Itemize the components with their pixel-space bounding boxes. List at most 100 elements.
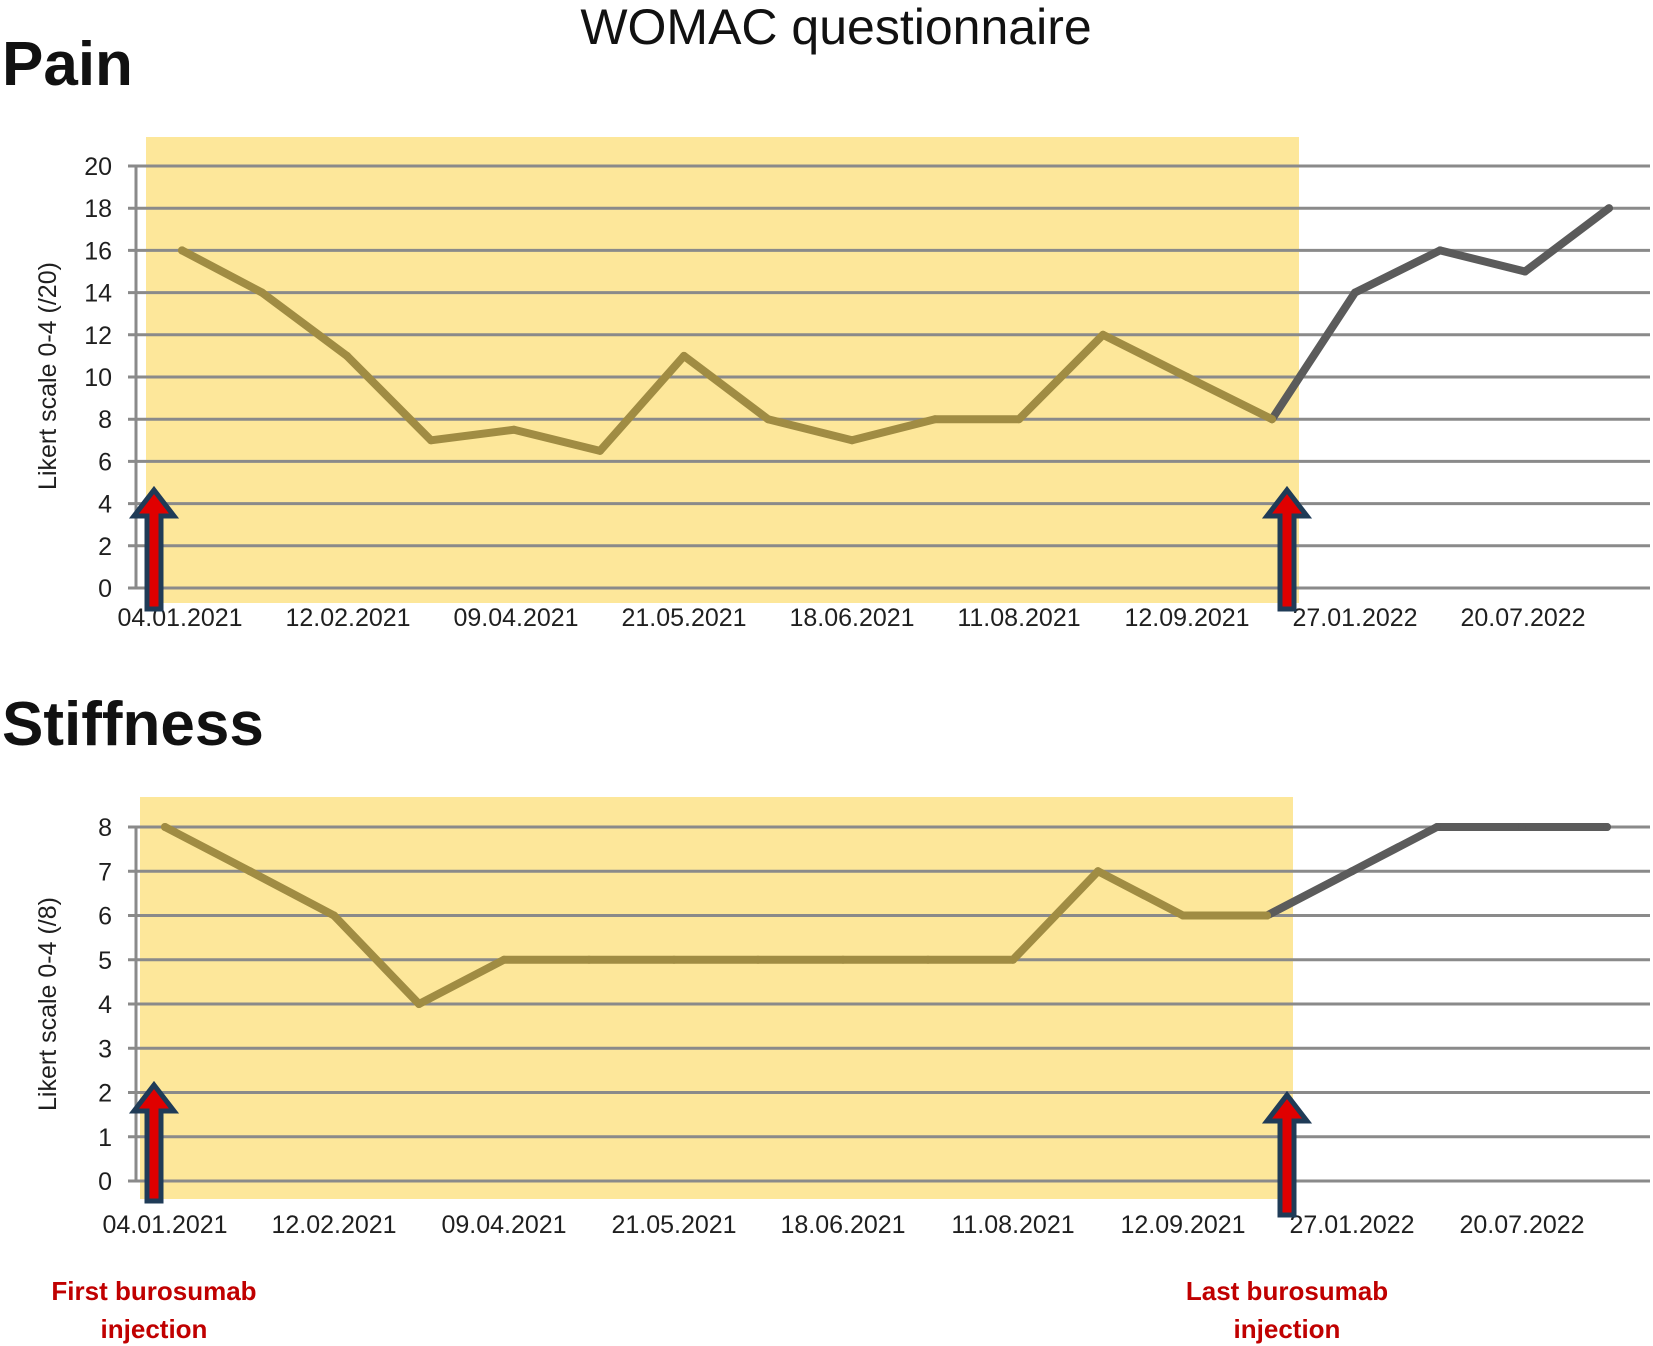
stiffness-first-injection-arrow (128, 1080, 180, 1204)
stiffness-data-point (1094, 867, 1102, 876)
stiffness-data-point (924, 955, 932, 964)
pain-shade-rect (146, 137, 1299, 603)
stiffness-treatment-shade (140, 797, 1293, 1199)
pain-first-injection-arrow (128, 485, 180, 612)
pain-last-injection-arrow (1261, 485, 1313, 612)
pain-title: Pain (2, 30, 133, 99)
stiffness-x-ticks: 04.01.2021 12.02.2021 09.04.2021 21.05.2021… (102, 1211, 1584, 1239)
stiffness-data-point (585, 955, 593, 964)
stiffness-data-point (754, 955, 762, 964)
pain-data-point (427, 436, 435, 445)
pain-x-tick-label: 12.09.2021 (1124, 604, 1249, 632)
pain-y-tick-label: 10 (84, 364, 112, 392)
pain-x-tick-label: 12.02.2021 (285, 604, 410, 632)
pain-y-tick-label: 20 (84, 153, 112, 181)
stiffness-x-tick-label: 12.02.2021 (271, 1211, 396, 1239)
stiffness-treatment-line (161, 823, 1271, 1008)
pain-data-point (510, 425, 518, 434)
pain-data-point (1605, 204, 1613, 213)
pain-x-tick-label: 09.04.2021 (453, 604, 578, 632)
stiffness-data-point (1009, 955, 1017, 964)
pain-y-tick-label: 18 (84, 195, 112, 223)
stiffness-panel: Stiffness Likert scale 0-4 (/8) 0 1 2 3 4 5 6 7… (2, 690, 1650, 1239)
pain-data-point (1099, 330, 1107, 339)
stiffness-last-injection-arrow (1261, 1090, 1313, 1218)
pain-x-ticks: 04.01.2021 12.02.2021 09.04.2021 21.05.2021… (117, 604, 1585, 632)
stiffness-y-tick-label: 0 (98, 1168, 112, 1196)
pain-data-point (931, 415, 939, 424)
pain-y-tick-label: 16 (84, 237, 112, 265)
pain-treatment-shade (146, 137, 1299, 603)
pain-data-point (596, 446, 604, 455)
stiffness-data-point (1603, 823, 1611, 831)
pain-y-tick-label: 0 (98, 575, 112, 603)
figure-title: WOMAC questionnaire (580, 0, 1091, 55)
pain-y-tick-label: 6 (98, 448, 112, 476)
stiffness-y-ticks: 0 1 2 3 4 5 6 7 8 (98, 814, 112, 1196)
stiffness-y-tick-label: 1 (98, 1124, 112, 1152)
pain-data-point (258, 288, 266, 297)
pain-y-axis-label: Likert scale 0-4 (/20) (34, 262, 62, 490)
pain-data-point (680, 351, 688, 360)
stiffness-x-tick-label: 27.01.2022 (1289, 1211, 1414, 1239)
stiffness-x-tick-label: 12.09.2021 (1120, 1211, 1245, 1239)
pain-after-treatment-line (1268, 204, 1613, 424)
stiffness-data-point (246, 867, 254, 876)
stiffness-data-point (1433, 823, 1441, 831)
pain-y-tick-label: 4 (98, 491, 112, 519)
stiffness-x-tick-label: 20.07.2022 (1459, 1211, 1584, 1239)
pain-y-tick-label: 2 (98, 533, 112, 561)
stiffness-y-tick-label: 3 (98, 1035, 112, 1063)
stiffness-x-tick-label: 04.01.2021 (102, 1211, 227, 1239)
stiffness-data-point (839, 955, 847, 964)
pain-injection-arrows (128, 485, 1313, 612)
pain-data-point (764, 415, 772, 424)
stiffness-y-axis-label: Likert scale 0-4 (/8) (34, 897, 62, 1111)
stiffness-x-tick-label: 11.08.2021 (951, 1211, 1074, 1239)
stiffness-data-point (330, 911, 338, 920)
pain-data-point (1351, 288, 1359, 297)
stiffness-title: Stiffness (2, 690, 264, 759)
stiffness-data-point (415, 1000, 423, 1008)
pain-y-tick-label: 12 (84, 322, 112, 350)
first-injection-note-line2: injection (101, 1314, 208, 1344)
stiffness-injection-arrows (128, 1080, 1313, 1218)
pain-data-point (1183, 373, 1191, 381)
pain-x-tick-label: 04.01.2021 (117, 604, 242, 632)
pain-y-tick-label: 14 (84, 280, 112, 308)
first-injection-note-line1: First burosumab (51, 1276, 256, 1306)
stiffness-y-tick-label: 6 (98, 903, 112, 931)
pain-x-tick-label: 18.06.2021 (789, 604, 914, 632)
stiffness-y-tick-label: 7 (98, 858, 112, 886)
last-injection-note-line2: injection (1234, 1314, 1341, 1344)
stiffness-data-point (1263, 911, 1271, 920)
pain-data-point (848, 436, 856, 445)
pain-data-point (1268, 415, 1276, 424)
first-injection-note: First burosumab injection (51, 1276, 256, 1344)
pain-panel: Pain Likert scale 0-4 (/20) 0 2 4 6 8 10 12 14 1… (2, 30, 1650, 632)
stiffness-data-point (1348, 867, 1356, 876)
pain-series (178, 204, 1613, 455)
stiffness-x-tick-label: 09.04.2021 (441, 1211, 566, 1239)
stiffness-shade-rect (140, 797, 1293, 1199)
stiffness-x-tick-label: 18.06.2021 (780, 1211, 905, 1239)
stiffness-data-point (1518, 823, 1526, 831)
stiffness-series (161, 823, 1611, 1008)
pain-x-tick-label: 21.05.2021 (621, 604, 746, 632)
pain-x-tick-label: 20.07.2022 (1460, 604, 1585, 632)
stiffness-data-point (161, 823, 169, 831)
stiffness-gridlines (128, 825, 1650, 1183)
pain-x-tick-label: 11.08.2021 (957, 604, 1080, 632)
stiffness-y-tick-label: 8 (98, 814, 112, 842)
stiffness-y-tick-label: 2 (98, 1080, 112, 1108)
stiffness-data-point (1179, 911, 1187, 920)
stiffness-data-point (500, 955, 508, 964)
pain-data-point (1015, 415, 1023, 424)
stiffness-y-tick-label: 4 (98, 991, 112, 1019)
pain-data-point (1436, 246, 1444, 255)
stiffness-y-tick-label: 5 (98, 947, 112, 975)
pain-x-tick-label: 27.01.2022 (1292, 604, 1417, 632)
pain-y-ticks: 0 2 4 6 8 10 12 14 16 18 20 (84, 153, 112, 603)
stiffness-x-tick-label: 21.05.2021 (611, 1211, 736, 1239)
